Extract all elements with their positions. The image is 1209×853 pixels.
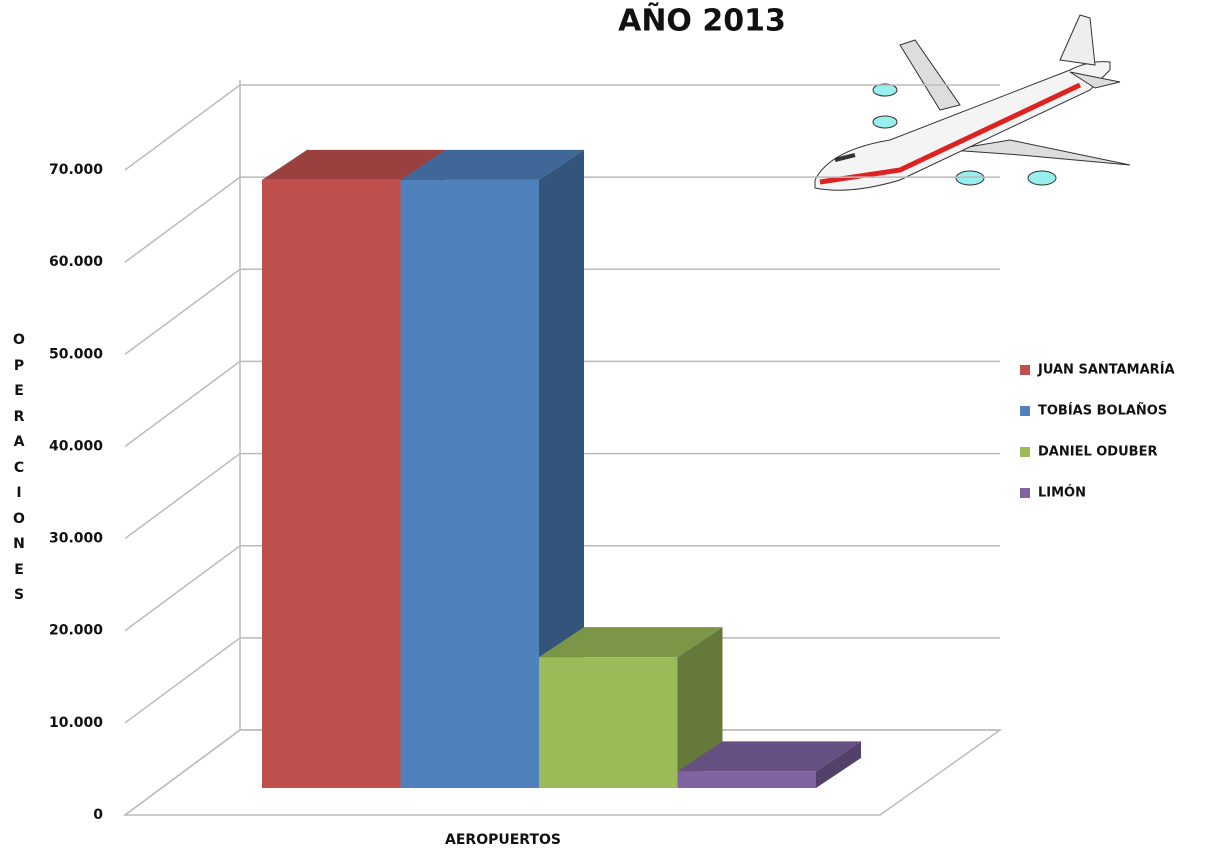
grid-line [124, 729, 1000, 816]
bar-front [400, 179, 539, 788]
grid-line [124, 637, 1000, 724]
bar-side [677, 627, 723, 788]
bar [400, 149, 584, 788]
legend-swatch [1020, 406, 1030, 416]
bar-top [677, 741, 861, 772]
airplane [814, 14, 1131, 191]
y-tick-label: 70.000 [49, 162, 103, 178]
y-axis-title: OPERACIONES [13, 332, 25, 603]
grid-line [124, 452, 1000, 540]
y-tick-label: 50.000 [49, 346, 103, 362]
bar-front [262, 179, 401, 788]
y-tick-label: 0 [93, 807, 103, 823]
legend-swatch [1020, 447, 1030, 457]
bar-top [539, 627, 723, 658]
y-tick-label: 60.000 [49, 254, 103, 270]
grid-line [124, 84, 1000, 171]
legend-label: LIMÓN [1038, 485, 1086, 501]
legend-label: TOBÍAS BOLAÑOS [1038, 403, 1167, 419]
bar [677, 741, 861, 788]
legend-label: DANIEL ODUBER [1038, 445, 1157, 460]
bar-side [539, 149, 584, 788]
y-tick-label: 40.000 [49, 438, 103, 454]
legend-swatch [1020, 365, 1030, 375]
bar-front [539, 657, 678, 788]
x-axis-title: AEROPUERTOS [445, 832, 561, 848]
bar [539, 627, 723, 788]
grid-line [124, 176, 1000, 263]
chart-title: AÑO 2013 [618, 2, 786, 39]
grid-line [124, 360, 1000, 448]
legend-label: JUAN SANTAMARÍA [1037, 362, 1175, 378]
bar-side [816, 741, 861, 788]
grid-line [124, 544, 1000, 632]
y-tick-label: 30.000 [49, 531, 103, 547]
bar-top [262, 149, 446, 180]
y-tick-label: 10.000 [49, 715, 103, 731]
y-tick-label: 20.000 [49, 623, 103, 639]
grid-line [124, 268, 1000, 355]
legend-swatch [1020, 488, 1030, 498]
bar-front [677, 771, 816, 788]
bar-top [400, 149, 584, 180]
